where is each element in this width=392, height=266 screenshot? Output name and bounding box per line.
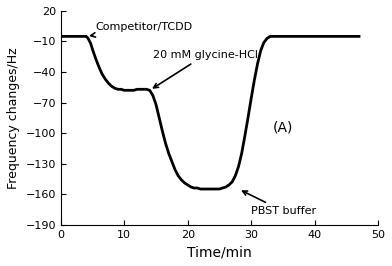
Text: 20 mM glycine-HCl: 20 mM glycine-HCl — [153, 50, 258, 88]
Text: Competitor/TCDD: Competitor/TCDD — [91, 22, 193, 37]
Text: PBST buffer: PBST buffer — [243, 191, 316, 216]
Text: (A): (A) — [273, 121, 293, 135]
X-axis label: Time/min: Time/min — [187, 245, 252, 259]
Y-axis label: Frequency changes/Hz: Frequency changes/Hz — [7, 47, 20, 189]
